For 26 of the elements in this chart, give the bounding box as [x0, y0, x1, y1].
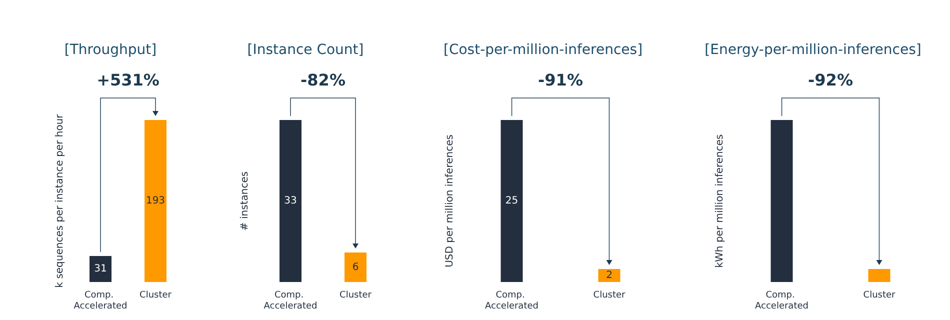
- data-label: 193: [146, 196, 166, 206]
- y-axis-title: USD per million inferences: [444, 134, 456, 268]
- data-label: 25: [505, 196, 518, 206]
- x-tick-label: Cluster: [593, 290, 626, 300]
- data-label: 31: [94, 263, 107, 274]
- data-label: 33: [284, 196, 297, 206]
- text: -92%: [808, 70, 853, 90]
- x-tick-label: Cluster: [340, 290, 372, 300]
- x-tick-label: Cluster: [140, 290, 172, 300]
- data-label: 2: [606, 270, 612, 282]
- chart-title: [Cost-per-million-inferences]: [443, 42, 643, 58]
- x-tick-label: Comp. Accelerated: [264, 290, 318, 312]
- text: -82%: [300, 70, 346, 90]
- chart-title: [Instance Count]: [247, 42, 364, 58]
- text: -91%: [538, 70, 583, 90]
- y-axis-title: k sequences per instance per hour: [54, 113, 66, 288]
- x-tick-label: Comp. Accelerated: [755, 290, 808, 312]
- y-axis-title: kWh per million inferences: [714, 134, 726, 268]
- chart-title: [Throughput]: [64, 42, 157, 58]
- x-tick-label: Cluster: [863, 290, 896, 300]
- x-tick-label: Comp. Accelerated: [74, 290, 128, 312]
- text: +531%: [96, 70, 160, 90]
- x-tick-label: Comp. Accelerated: [485, 290, 538, 312]
- data-label: 6: [352, 262, 359, 273]
- chart-title: [Energy-per-million-inferences]: [704, 42, 922, 58]
- y-axis-title: # instances: [240, 171, 250, 231]
